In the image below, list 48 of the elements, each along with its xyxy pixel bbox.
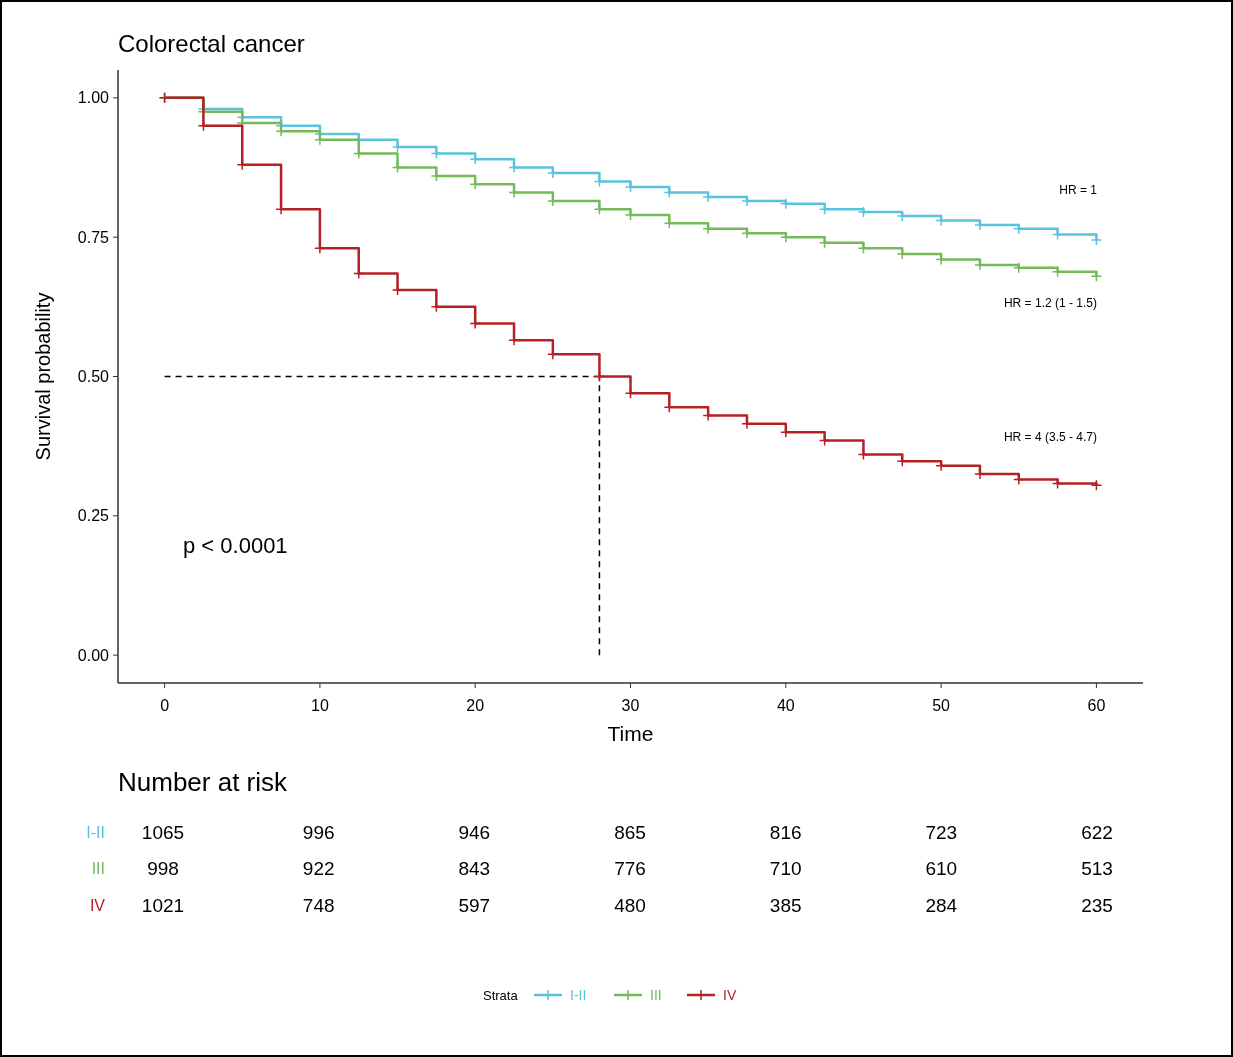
x-tick-label: 60 [1087, 697, 1106, 714]
annotation: p < 0.0001 [183, 533, 288, 558]
y-axis-title: Survival probability [32, 292, 54, 461]
text: 1065 [141, 821, 185, 843]
x-tick-label: 0 [160, 697, 170, 714]
text: 622 [1081, 821, 1113, 843]
annotation: HR = 1.2 (1 - 1.5) [1003, 296, 1097, 311]
y-tick-label: 0.00 [77, 646, 110, 664]
text: III [91, 859, 105, 877]
text: 998 [147, 857, 179, 879]
text: Number at risk [118, 767, 289, 797]
x-tick-label: 30 [621, 697, 640, 714]
text: 513 [1081, 857, 1113, 879]
text: 480 [614, 894, 646, 916]
x-tick-label: 40 [776, 697, 795, 714]
text: 865 [614, 821, 646, 843]
text: 816 [769, 821, 802, 843]
chart-title: Colorectal cancer [118, 30, 305, 57]
y-tick-label: 1.00 [77, 89, 110, 107]
text: 996 [302, 821, 335, 843]
text: 610 [925, 857, 958, 879]
text: 922 [302, 857, 335, 879]
text: 710 [769, 857, 802, 879]
text: I-II [86, 823, 105, 841]
y-tick-label: 0.75 [77, 228, 110, 246]
text: 723 [925, 821, 958, 843]
text: IV [89, 896, 106, 914]
text: 748 [302, 894, 335, 916]
legend-label: IV [723, 986, 737, 1003]
text: 597 [458, 894, 491, 916]
x-axis-title: Time [607, 722, 654, 745]
text: 946 [458, 821, 491, 843]
annotation: HR = 1 [1059, 183, 1098, 198]
text: 385 [769, 894, 802, 916]
x-tick-label: 10 [311, 697, 329, 714]
legend-label: I-II [570, 986, 587, 1003]
text: 843 [458, 857, 491, 879]
annotation: HR = 4 (3.5 - 4.7) [1003, 430, 1097, 445]
text: 776 [614, 857, 646, 879]
x-tick-label: 20 [466, 697, 485, 714]
text: 1021 [141, 894, 185, 916]
legend-label: III [650, 986, 662, 1003]
y-tick-label: 0.25 [77, 507, 110, 525]
text: 284 [925, 894, 958, 916]
y-tick-label: 0.50 [77, 368, 110, 386]
text: 235 [1081, 894, 1113, 916]
x-tick-label: 50 [932, 697, 951, 714]
legend-title: Strata [483, 987, 519, 1003]
